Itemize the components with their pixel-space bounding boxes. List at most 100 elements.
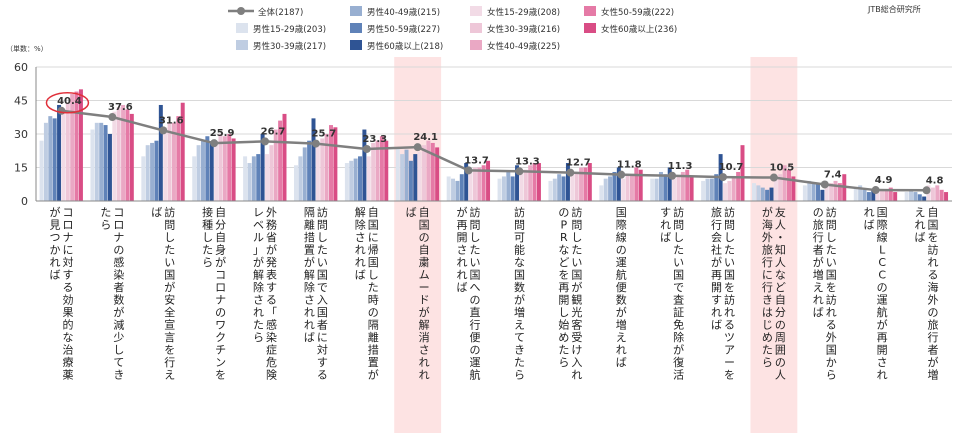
legend-swatch — [584, 23, 596, 33]
category-label-char: 便 — [470, 331, 481, 344]
category-label-char: 除 — [673, 330, 684, 344]
category-label-char: て — [514, 331, 525, 344]
bar — [65, 102, 70, 201]
category-label-char: の — [215, 306, 226, 319]
data-label: 10.5 — [770, 163, 795, 174]
category-label-char: 隔 — [368, 319, 379, 332]
category-label-char: ば — [864, 219, 875, 232]
bar — [621, 178, 626, 201]
category-label-char: が — [457, 205, 468, 219]
category-label-char: 行 — [711, 219, 722, 232]
bar — [663, 174, 668, 201]
category-label-char: 安 — [164, 293, 175, 307]
bar — [459, 174, 464, 201]
category-label-char: し — [202, 231, 213, 244]
category-label-char: け — [571, 344, 582, 357]
bar — [353, 158, 358, 201]
bar — [565, 163, 570, 201]
bar — [528, 165, 533, 201]
bar — [667, 167, 672, 201]
category-label-char: ル — [253, 231, 264, 244]
category-label-char: 国 — [317, 269, 328, 282]
category-label-char: に — [762, 269, 773, 282]
bar — [608, 176, 613, 201]
legend-swatch — [236, 40, 248, 50]
data-label: 25.9 — [210, 128, 235, 139]
category-label-char: 解 — [419, 318, 430, 332]
category-label-char: 運 — [616, 256, 627, 269]
bar — [552, 178, 557, 201]
data-label: 7.4 — [824, 169, 842, 180]
category-label-char: つ — [49, 231, 60, 244]
legend-label: 女性50-59歳(222) — [601, 7, 674, 18]
category-label-char: 接 — [202, 206, 213, 219]
category-label-char: れ — [304, 306, 315, 319]
bar — [888, 187, 893, 201]
category-label-char: た — [253, 319, 264, 332]
category-labels: コロナに対する効果的な治療薬が見つかればコロナの感染者数が減少してきたら訪問した… — [49, 205, 938, 382]
bar — [939, 189, 944, 201]
category-label-char: し — [368, 269, 379, 282]
category-label-char: 外 — [826, 331, 837, 344]
bar — [583, 167, 588, 201]
category-label-char: を — [928, 231, 939, 244]
category-label-char: ベ — [253, 219, 264, 232]
category-label-char: ば — [304, 331, 315, 344]
bar — [820, 189, 825, 201]
category-label-char: 受 — [571, 331, 582, 344]
bar — [150, 142, 155, 201]
category-label-char: 減 — [113, 318, 124, 332]
category-label-char: の — [616, 244, 627, 257]
category-label-char: た — [368, 281, 379, 294]
category-label-char: の — [813, 206, 824, 219]
category-label-char: 険 — [266, 369, 277, 382]
category-label-char: た — [100, 206, 111, 219]
overall-line — [61, 109, 927, 192]
bar — [112, 111, 117, 201]
category-label-char: 国 — [317, 306, 328, 319]
bar — [654, 178, 659, 201]
category-label-char: が — [514, 293, 525, 307]
category-label-char: い — [571, 256, 582, 269]
category-label-char: ワ — [215, 319, 226, 332]
category-label-char: 者 — [813, 244, 824, 257]
bar — [871, 189, 876, 201]
category-label-char: ロ — [62, 219, 73, 232]
category-label-char: P — [561, 219, 568, 232]
category-label-char: る — [724, 319, 735, 332]
category-label-char: 国 — [514, 269, 525, 282]
bar — [486, 160, 491, 201]
legend-swatch — [350, 6, 362, 16]
bar — [218, 134, 223, 201]
category-label-char: 治 — [62, 343, 73, 357]
category-label-char: 感 — [113, 256, 124, 269]
category-label-char: 旅 — [762, 243, 773, 257]
category-label-char: 自 — [419, 244, 430, 257]
data-label: 4.9 — [875, 175, 893, 186]
category-label-char: い — [724, 256, 735, 269]
category-label-char: 離 — [368, 330, 379, 344]
line-point — [922, 186, 931, 195]
bar — [366, 156, 371, 201]
category-label-char: 旅 — [813, 218, 824, 232]
bar — [251, 156, 256, 201]
bar — [375, 140, 380, 201]
legend: 全体(2187) 男性15-29歳(203) 男性30-39歳(217) 男性40-4… — [228, 6, 677, 52]
legend-label: 男性30-39歳(217) — [253, 41, 326, 52]
bar — [125, 109, 130, 201]
category-label-char: す — [711, 294, 722, 307]
category-label-char: の — [558, 206, 569, 219]
bar — [320, 138, 325, 201]
category-label-char: を — [215, 369, 226, 382]
category-label-char: 囲 — [775, 344, 786, 357]
category-label-char: ば — [49, 269, 60, 282]
category-label-char: 再 — [877, 331, 888, 344]
y-tick-label: 45 — [14, 95, 28, 108]
data-label: 25.7 — [312, 129, 337, 140]
bar — [205, 136, 210, 201]
category-label-char: れ — [877, 369, 888, 382]
category-label-char: た — [724, 244, 735, 257]
